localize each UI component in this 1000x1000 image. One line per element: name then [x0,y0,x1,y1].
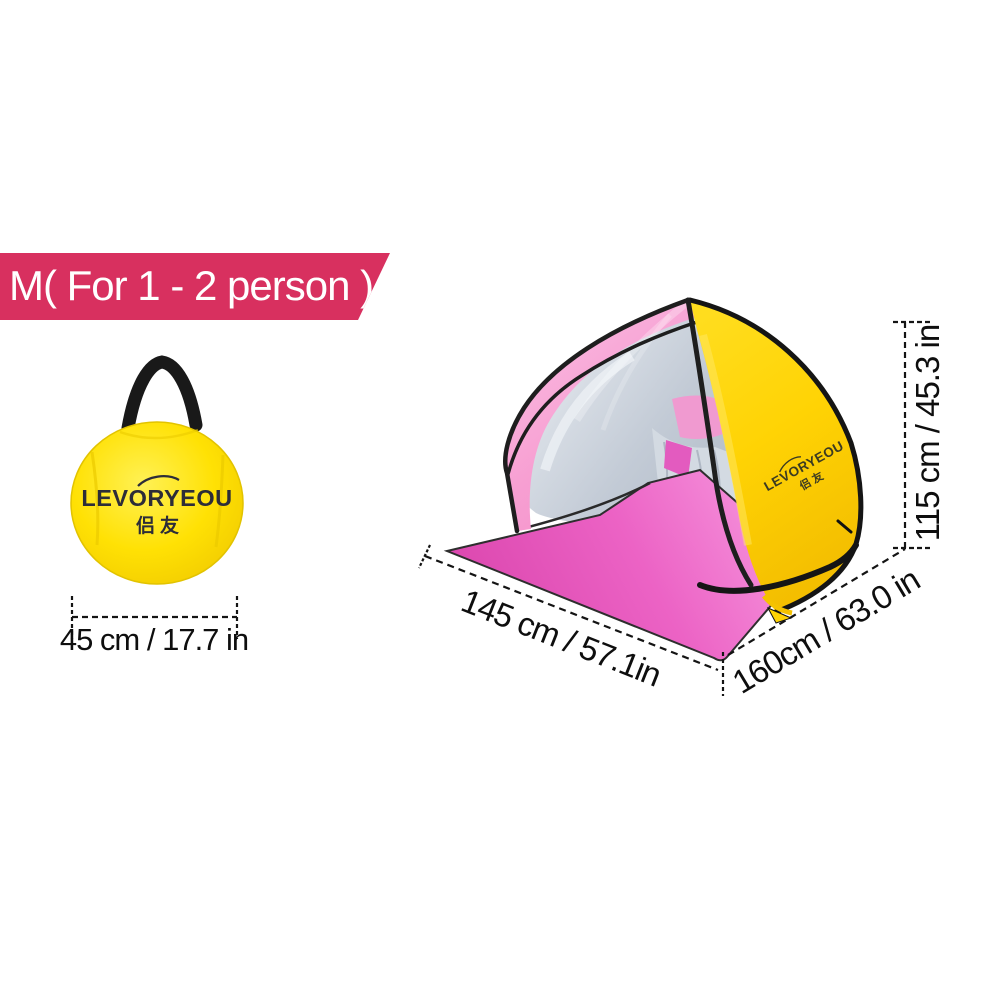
tent-inner-pink-wedge [672,395,729,439]
tent-yellow-sheen [699,333,752,546]
tent-brand-swoosh-icon [779,456,801,473]
tent-pink-sheen [574,299,691,422]
bag-body [70,421,244,585]
tent-pink-sheen [600,313,672,431]
bag-brand-swoosh-icon [137,475,180,487]
height-dimension-label: 115 cm / 45.3 in [909,324,946,542]
bag-dimension-line [70,596,239,639]
size-banner-label: M( For 1 - 2 person ) [9,262,374,309]
dimension-tick [418,544,431,569]
bag-brand-cn: 侣友 [136,514,184,537]
tent-yellow-panel [690,300,861,612]
tent-front-pole [503,297,691,534]
tent-bottom-rim [697,542,859,594]
tent-stake-tick [836,519,853,534]
dimension-line-side [727,548,906,656]
bag-dimension-label: 45 cm / 17.7 in [59,622,249,657]
dimension-line-front [424,554,719,672]
bag-crease [119,428,199,440]
tent-center-seam [685,297,754,588]
tent-door-rim [506,320,699,476]
bag-crease [214,454,225,548]
pop-up-tent: LEVORYEOU 侣友 [418,297,932,696]
tent-floor-edge [516,481,651,532]
tent-inner-pink-patch [664,440,692,478]
carry-bag: LEVORYEOU 侣友 [70,355,244,639]
tent-dimension-lines [418,320,932,696]
bag-brand-text: LEVORYEOU [81,485,232,511]
tent-pink-panel [505,300,700,531]
size-banner: M( For 1 - 2 person ) [0,253,390,320]
tent-tassel [762,594,793,616]
bag-crease [90,451,100,546]
tent-interior-highlight [540,351,635,472]
bag-handle [121,355,203,435]
tent-yellow-outer-trim [687,297,864,615]
